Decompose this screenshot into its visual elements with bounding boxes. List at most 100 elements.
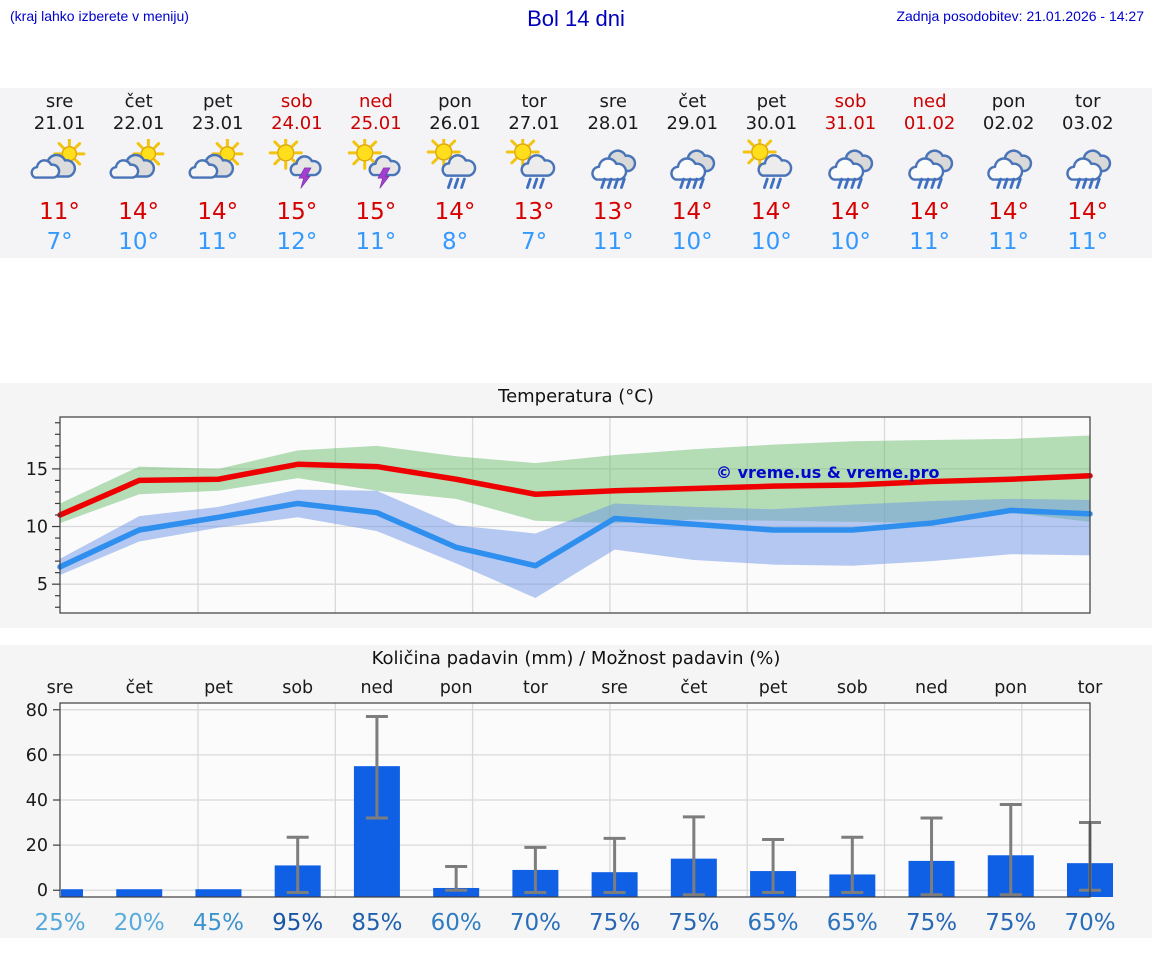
day-column: sre 28.01 13° 11° [574,88,653,257]
max-temp-label: 14° [830,199,871,225]
weekday-label: sre [45,91,74,112]
weekday-label: pet [202,91,233,112]
precipitation-chart: sre čet pet sob ned pon tor sre čet pet sob ned pon t… [26,678,1116,936]
rain-icon [670,149,716,189]
date-label: 29.01 [666,113,719,134]
precip-probability-label: 70% [510,910,561,936]
weekday-label: tor [1075,91,1101,112]
precipitation-chart-title: Količina padavin (mm) / Možnost padavin … [371,648,781,669]
max-temp-label: 14° [988,199,1030,225]
weather-icon [178,135,257,197]
max-temp-label: 14° [909,199,950,225]
rain-icon [907,149,953,189]
date-label: 01.02 [903,113,956,134]
rain-showers-icon [743,139,793,189]
max-temp-label: 15° [276,199,318,225]
svg-text:čet: čet [126,678,153,698]
min-temp-label: 11° [1067,229,1109,255]
rain-icon [1066,149,1111,189]
min-temp-label: 11° [355,229,397,255]
svg-text:ned: ned [915,678,948,698]
svg-text:pon: pon [994,678,1027,698]
svg-text:tor: tor [1078,678,1104,698]
precip-probability-label: 75% [668,910,719,936]
max-temp-label: 11° [39,199,80,225]
min-temp-label: 11° [197,229,239,255]
svg-text:sre: sre [601,678,628,698]
weekday-label: čet [124,91,153,112]
rain-showers-icon [426,139,477,189]
precip-bar [61,889,83,897]
weather-icon [574,135,653,197]
min-temp-label: 12° [276,229,318,255]
svg-text:60: 60 [26,746,48,766]
max-temp-label: 14° [197,199,239,225]
rain-icon [828,149,874,189]
range-band [60,435,1090,524]
partly-cloudy-icon [30,139,85,179]
precip-probability-label: 95% [272,910,323,936]
svg-text:5: 5 [37,575,48,595]
weather-icon [811,135,890,197]
min-temp-label: 10° [118,229,160,255]
last-update: Zadnja posodobitev: 21.01.2026 - 14:27 [896,8,1144,24]
partly-cloudy-icon [109,139,165,179]
temperature-figure: Temperatura (°C) 5 10 15 © vreme.us & vrem… [0,383,1152,628]
min-temp-label: 8° [441,229,469,255]
precip-probability-label: 65% [748,910,799,936]
temperature-chart-title: Temperatura (°C) [498,386,654,407]
svg-text:10: 10 [26,518,48,538]
svg-text:sob: sob [282,678,313,698]
thunderstorm-icon [347,139,401,189]
min-temp-label: 10° [751,229,792,255]
watermark-link[interactable]: © vreme.us & vreme.pro [716,463,940,482]
weekday-label: pon [438,91,472,112]
day-column: pet 30.01 14° 10° [732,88,811,257]
precip-probability-label: 45% [193,910,244,936]
max-temp-label: 14° [671,199,713,225]
svg-text:pet: pet [204,678,233,698]
weather-icon [890,135,969,197]
thunderstorm-icon [268,139,322,189]
day-column: ned 01.02 14° 11° [890,88,969,257]
precipitation-figure: Količina padavin (mm) / Možnost padavin … [0,645,1152,938]
min-temp-label: 7° [521,229,548,255]
date-label: 30.01 [745,113,798,134]
precip-probability-label: 70% [1064,910,1115,936]
forecast-day-strip: sre 21.01 11° 7° čet 22.01 14° 10° pet 2… [0,88,1152,258]
page-title: Bol 14 dni [527,6,625,31]
max-temp-label: 14° [751,199,792,225]
rain-showers-icon [505,139,556,189]
menu-hint: (kraj lahko izberete v meniju) [10,8,189,24]
precip-probability-label: 75% [589,910,640,936]
precip-probability-label: 75% [906,910,957,936]
weather-icon [99,135,178,197]
precip-probability-label: 75% [985,910,1036,936]
min-temp-line [57,500,1093,570]
max-temp-line [57,461,1093,518]
min-temp-label: 11° [909,229,950,255]
precip-bar [195,889,242,897]
weather-icon [1048,135,1127,197]
svg-text:80: 80 [26,701,48,721]
day-column: sre 21.01 11° 7° [20,88,99,257]
svg-text:0: 0 [37,881,48,901]
rain-icon [591,149,637,189]
svg-text:sob: sob [837,678,868,698]
precip-probability-label: 25% [34,910,85,936]
date-label: 23.01 [191,113,244,134]
weather-icon [336,135,415,197]
max-temp-label: 15° [355,199,397,225]
weekday-label: sob [280,91,313,112]
date-label: 31.01 [824,113,877,134]
date-label: 22.01 [112,113,165,134]
date-label: 21.01 [33,113,86,134]
svg-text:15: 15 [26,460,48,480]
min-temp-label: 10° [671,229,713,255]
weekday-label: čet [678,91,707,112]
weekday-label: pon [991,91,1026,112]
date-label: 27.01 [508,113,560,134]
weekday-label: pet [756,91,787,112]
weekday-label: sob [834,91,867,112]
